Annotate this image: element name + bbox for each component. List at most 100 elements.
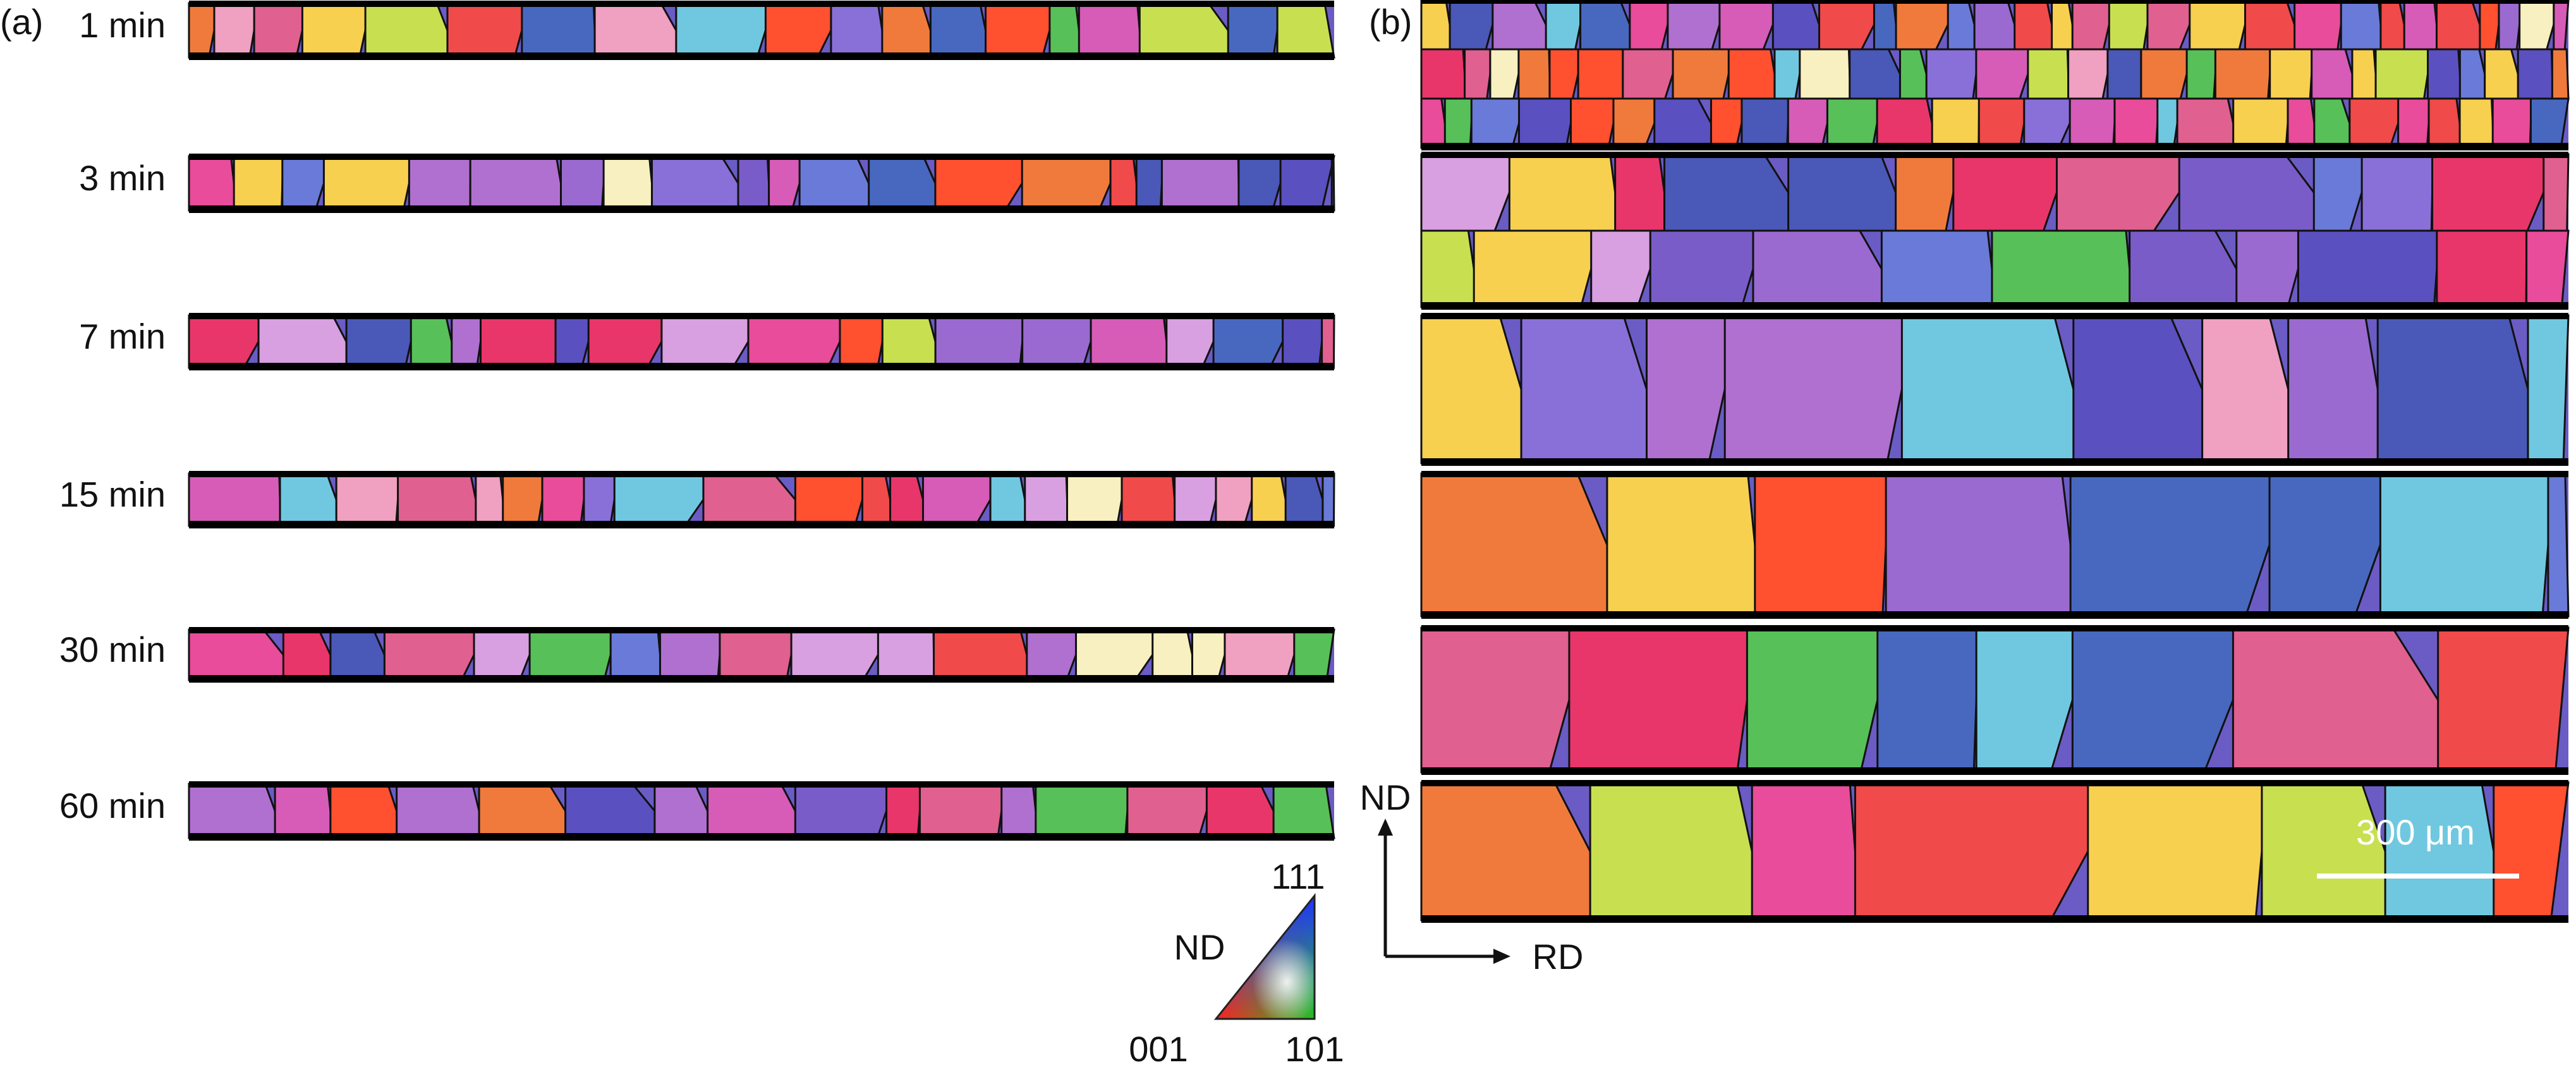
grain bbox=[1272, 783, 1335, 839]
grain bbox=[1090, 314, 1171, 369]
grain bbox=[1276, 2, 1335, 59]
grain bbox=[1330, 155, 1335, 212]
grain bbox=[1885, 472, 2081, 618]
map-edge bbox=[1421, 471, 2568, 477]
ebsd-map bbox=[1420, 471, 2570, 619]
grain bbox=[1024, 472, 1069, 527]
grain bbox=[1443, 97, 1474, 149]
grain bbox=[737, 155, 772, 212]
ebsd-map bbox=[1420, 0, 2570, 150]
grain bbox=[2176, 97, 2240, 149]
grain bbox=[2214, 48, 2273, 100]
grain bbox=[396, 783, 487, 839]
axis-label: ND bbox=[1360, 777, 1411, 817]
map-edge bbox=[189, 627, 1334, 633]
grain bbox=[1876, 626, 1980, 774]
grain bbox=[933, 628, 1035, 681]
grain bbox=[719, 628, 798, 681]
grain bbox=[2427, 48, 2463, 100]
grain bbox=[1978, 97, 2030, 149]
map-edge bbox=[1421, 611, 2568, 619]
grain bbox=[918, 783, 1007, 839]
grain bbox=[830, 2, 888, 59]
grain bbox=[2232, 97, 2291, 149]
grain bbox=[2437, 626, 2570, 774]
scale-bar-label: 300 μm bbox=[2356, 812, 2475, 852]
map-edge bbox=[189, 781, 1334, 788]
grain bbox=[2069, 97, 2117, 149]
grain bbox=[1672, 48, 1735, 100]
grain bbox=[2379, 472, 2555, 618]
grain bbox=[2340, 0, 2385, 51]
grain bbox=[1126, 783, 1217, 839]
direction-axes: ND RD bbox=[1360, 777, 1584, 977]
grain bbox=[1873, 0, 1900, 51]
grain bbox=[885, 783, 923, 839]
map-edge bbox=[189, 521, 1334, 528]
row-label: 7 min bbox=[79, 316, 166, 356]
grain bbox=[1799, 48, 1852, 100]
grain bbox=[2269, 48, 2314, 100]
grain bbox=[475, 472, 507, 527]
grain bbox=[2436, 229, 2528, 308]
ebsd-map bbox=[1420, 625, 2570, 775]
ebsd-map bbox=[1420, 780, 2570, 923]
ebsd-maps bbox=[188, 0, 2570, 923]
ebsd-map bbox=[188, 471, 1335, 528]
map-edge bbox=[189, 363, 1334, 370]
grain bbox=[1035, 783, 1131, 839]
grain bbox=[934, 314, 1026, 369]
grain bbox=[1420, 229, 1481, 308]
legend-corner: 111 bbox=[1271, 856, 1325, 896]
grain bbox=[675, 2, 775, 59]
map-edge bbox=[1421, 302, 2568, 310]
grain bbox=[1925, 48, 1981, 100]
grain bbox=[1589, 781, 1768, 922]
grain bbox=[345, 314, 418, 369]
grain bbox=[2351, 48, 2379, 100]
grain bbox=[2027, 48, 2070, 100]
ebsd-map bbox=[1420, 313, 2570, 466]
map-edge bbox=[189, 154, 1334, 160]
grain bbox=[2189, 0, 2252, 51]
grain bbox=[2498, 0, 2524, 51]
row-label: 30 min bbox=[59, 630, 166, 669]
grain bbox=[1518, 97, 1577, 149]
map-edge bbox=[189, 52, 1334, 60]
grain bbox=[2525, 229, 2570, 308]
grain bbox=[2185, 48, 2218, 100]
grain bbox=[1121, 472, 1178, 527]
legend-corner: 001 bbox=[1129, 1029, 1188, 1069]
grain bbox=[1826, 97, 1883, 149]
grain bbox=[2087, 781, 2269, 922]
grain bbox=[1577, 48, 1624, 100]
map-edge bbox=[1421, 152, 2568, 158]
map-edge bbox=[189, 1, 1334, 7]
grain bbox=[502, 472, 548, 527]
grain bbox=[2547, 472, 2570, 618]
ebsd-map bbox=[1420, 152, 2570, 310]
grain bbox=[2517, 48, 2555, 100]
grain bbox=[1931, 97, 1981, 149]
grain bbox=[1876, 97, 1939, 149]
grain bbox=[408, 155, 471, 212]
grain bbox=[446, 2, 531, 59]
grain bbox=[2551, 48, 2570, 100]
grain bbox=[1741, 97, 1790, 149]
grain bbox=[794, 783, 897, 839]
row-labels: 1 min 3 min 7 min 15 min 30 min 60 min bbox=[59, 5, 166, 825]
grain bbox=[1473, 229, 1603, 308]
grain bbox=[2529, 97, 2570, 149]
grain bbox=[1000, 783, 1040, 839]
grain bbox=[1066, 472, 1128, 527]
grain bbox=[2427, 97, 2464, 149]
ipf-legend: 111 ND 001 101 bbox=[1129, 856, 1344, 1069]
panel-label: (b) bbox=[1369, 2, 1412, 42]
map-edge bbox=[1421, 780, 2568, 786]
grain bbox=[1321, 472, 1335, 527]
grain bbox=[469, 155, 567, 212]
grain bbox=[2397, 97, 2432, 149]
grain bbox=[528, 628, 619, 681]
grain bbox=[2543, 153, 2570, 232]
